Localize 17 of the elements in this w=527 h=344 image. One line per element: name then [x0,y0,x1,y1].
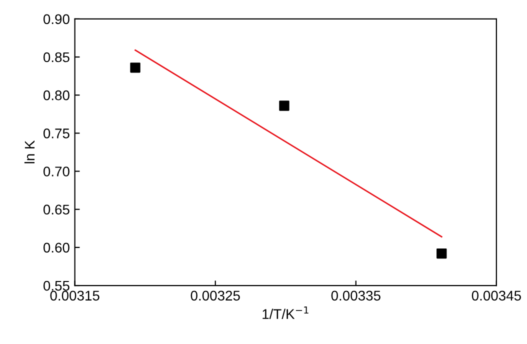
x-tick-label: 0.00315 [50,290,100,301]
y-tick-label: 0.60 [43,242,70,253]
point [436,248,447,259]
x-tick-label: 0.00325 [190,290,240,301]
y-tick-label: 0.55 [43,280,70,291]
point [279,100,290,111]
y-tick-label: 0.80 [43,90,70,100]
y-tick-label: 0.85 [43,52,70,62]
y-tick-label: 0.90 [43,14,70,24]
x-tick-label: 0.00345 [472,290,521,301]
x-axis-title: 1/T/K$^{−1}$ [262,306,308,319]
y-tick-label: 0.70 [43,166,70,176]
point [130,62,140,73]
y-tick-label: 0.65 [43,204,70,215]
x-tick-label: 0.00335 [331,290,380,301]
y-tick-label: 0.75 [43,128,70,138]
y-axis-title: ln K [24,140,35,164]
